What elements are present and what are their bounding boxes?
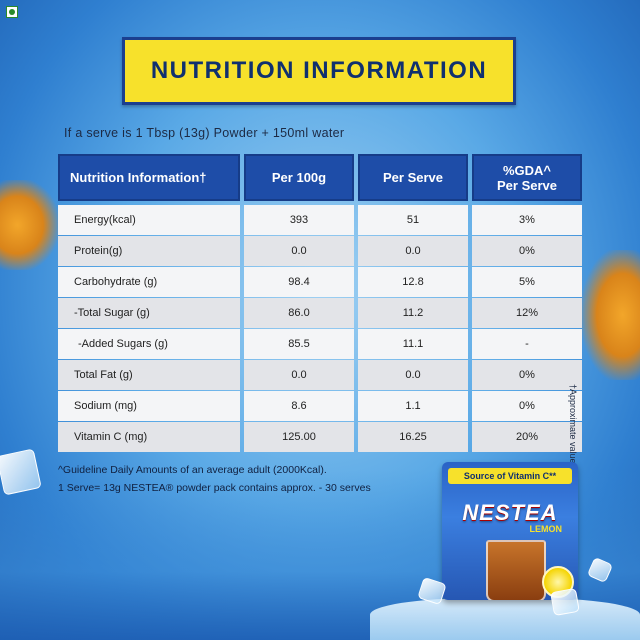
- tea-glass-icon: [486, 540, 546, 600]
- table-row: Protein(g) 0.0 0.0 0%: [58, 236, 582, 266]
- gda-value: 20%: [472, 422, 582, 452]
- footnote-gda: ^Guideline Daily Amounts of an average a…: [58, 464, 327, 476]
- gda-value: 5%: [472, 267, 582, 297]
- per-100g-value: 8.6: [244, 391, 354, 421]
- per-serve-value: 12.8: [358, 267, 468, 297]
- product-pack: Source of Vitamin C** NESTEA LEMON: [442, 462, 578, 600]
- per-serve-value: 51: [358, 205, 468, 235]
- table-row: Total Fat (g) 0.0 0.0 0%: [58, 360, 582, 390]
- table-row: -Added Sugars (g) 85.5 11.1 -: [58, 329, 582, 359]
- per-100g-value: 0.0: [244, 236, 354, 266]
- nutrient-label: Total Fat (g): [58, 360, 240, 390]
- gda-value: 12%: [472, 298, 582, 328]
- header-gda: %GDA^ Per Serve: [472, 154, 582, 201]
- gda-value: 0%: [472, 391, 582, 421]
- pack-brand-logo: NESTEA: [462, 500, 558, 525]
- gda-value: 0%: [472, 360, 582, 390]
- header-nutrient: Nutrition Information†: [58, 154, 240, 201]
- per-serve-value: 16.25: [358, 422, 468, 452]
- table-row: Carbohydrate (g) 98.4 12.8 5%: [58, 267, 582, 297]
- gda-value: 0%: [472, 236, 582, 266]
- tea-splash-icon: [0, 180, 58, 270]
- ice-floe: [370, 598, 640, 640]
- table-row: -Total Sugar (g) 86.0 11.2 12%: [58, 298, 582, 328]
- ice-cube-icon: [550, 587, 580, 617]
- pack-banner: Source of Vitamin C**: [448, 468, 572, 484]
- per-serve-value: 0.0: [358, 236, 468, 266]
- nutrient-label: Energy(kcal): [58, 205, 240, 235]
- gda-value: -: [472, 329, 582, 359]
- title-banner: NUTRITION INFORMATION: [122, 37, 516, 105]
- per-serve-value: 11.2: [358, 298, 468, 328]
- header-per-100g: Per 100g: [244, 154, 354, 201]
- table-row: Vitamin C (mg) 125.00 16.25 20%: [58, 422, 582, 452]
- per-100g-value: 393: [244, 205, 354, 235]
- table-row: Energy(kcal) 393 51 3%: [58, 205, 582, 235]
- per-100g-value: 85.5: [244, 329, 354, 359]
- nutrient-label: Protein(g): [58, 236, 240, 266]
- approximate-values-note: †Approximate values: [568, 384, 578, 469]
- tea-splash-icon: [582, 250, 640, 380]
- header-per-serve: Per Serve: [358, 154, 468, 201]
- page-title: NUTRITION INFORMATION: [150, 57, 488, 84]
- veg-mark-icon: [6, 6, 18, 18]
- nutrient-label: Vitamin C (mg): [58, 422, 240, 452]
- nutrient-label: Carbohydrate (g): [58, 267, 240, 297]
- nutrient-label: -Total Sugar (g): [58, 298, 240, 328]
- per-100g-value: 98.4: [244, 267, 354, 297]
- per-100g-value: 86.0: [244, 298, 354, 328]
- nutrient-label: -Added Sugars (g): [58, 329, 240, 359]
- per-serve-value: 1.1: [358, 391, 468, 421]
- nutrient-label: Sodium (mg): [58, 391, 240, 421]
- pack-flavor: LEMON: [529, 524, 563, 534]
- per-serve-value: 0.0: [358, 360, 468, 390]
- table-row: Sodium (mg) 8.6 1.1 0%: [58, 391, 582, 421]
- per-serve-value: 11.1: [358, 329, 468, 359]
- footnote-serve: 1 Serve= 13g NESTEA® powder pack contain…: [58, 482, 371, 494]
- serve-note: If a serve is 1 Tbsp (13g) Powder + 150m…: [64, 126, 345, 140]
- gda-value: 3%: [472, 205, 582, 235]
- per-100g-value: 0.0: [244, 360, 354, 390]
- per-100g-value: 125.00: [244, 422, 354, 452]
